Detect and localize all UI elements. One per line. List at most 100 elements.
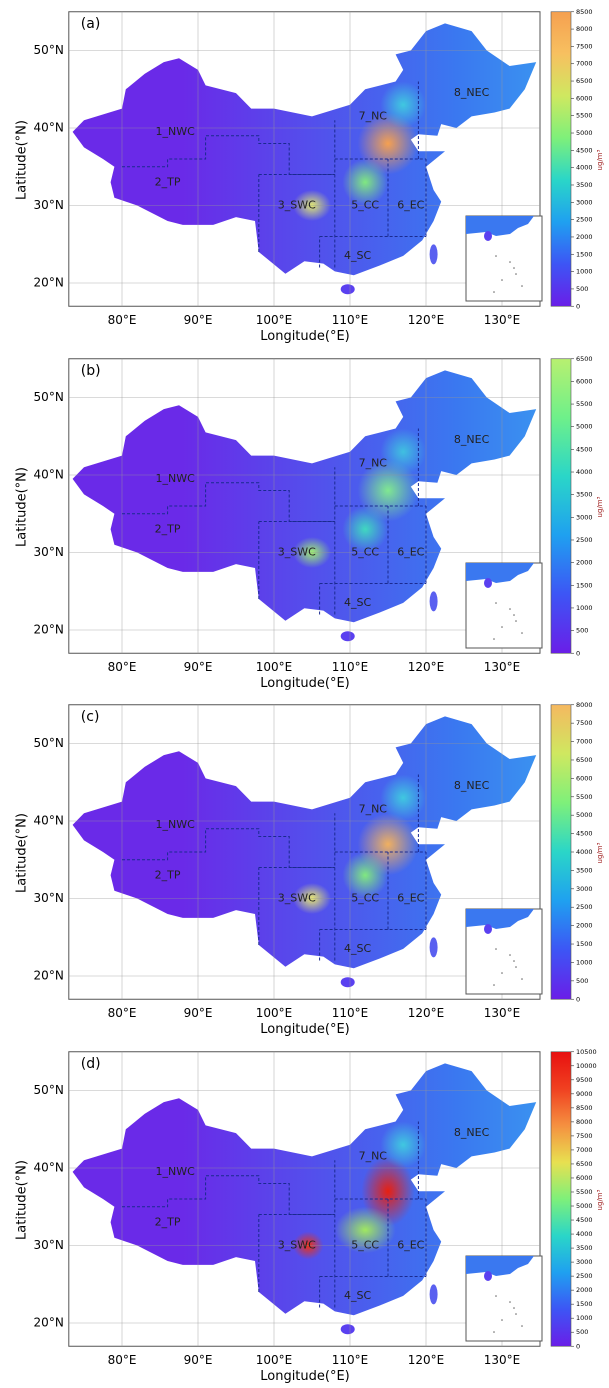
- hainan: [341, 284, 355, 294]
- lon-tick-label: 80°E: [108, 660, 137, 674]
- hotspot: [380, 429, 426, 476]
- lat-tick-label: 50°N: [34, 736, 64, 750]
- colorbar-tick-label: 4500: [576, 1216, 593, 1224]
- panel-label: (d): [81, 1056, 101, 1072]
- region-label: 5_CC: [351, 199, 379, 212]
- lat-tick-label: 20°N: [34, 969, 64, 983]
- colorbar-tick-label: 6000: [576, 94, 593, 102]
- region-label: 8_NEC: [454, 433, 490, 446]
- colorbar-tick-label: 2500: [576, 903, 593, 911]
- region-label: 6_EC: [397, 546, 424, 559]
- region-label: 6_EC: [397, 892, 424, 905]
- hotspot: [380, 775, 426, 822]
- inset-dot: [515, 273, 517, 275]
- inset-dot: [515, 620, 517, 622]
- lat-tick-label: 20°N: [34, 1316, 64, 1330]
- region-label: 3_SWC: [278, 1239, 316, 1252]
- lon-tick-label: 100°E: [256, 1006, 293, 1020]
- colorbar-tick-label: 2500: [576, 216, 593, 224]
- lon-tick-label: 80°E: [108, 1353, 137, 1367]
- lat-tick-label: 50°N: [34, 43, 64, 57]
- colorbar-tick-label: 0: [576, 302, 580, 310]
- x-axis-title: Longitude(°E): [260, 1022, 350, 1037]
- colorbar-tick-label: 3000: [576, 513, 593, 521]
- colorbar-tick-label: 6500: [576, 756, 593, 764]
- inset-dot: [509, 954, 511, 956]
- colorbar-tick-label: 6000: [576, 1174, 593, 1182]
- colorbar-tick-label: 3000: [576, 1258, 593, 1266]
- lat-tick-label: 50°N: [34, 1083, 64, 1097]
- colorbar-tick-label: 9500: [576, 1076, 593, 1084]
- lon-tick-label: 110°E: [332, 1006, 369, 1020]
- colorbar-tick-label: 4500: [576, 146, 593, 154]
- colorbar-tick-label: 1500: [576, 581, 593, 589]
- colorbar-tick-label: 10000: [576, 1062, 597, 1070]
- region-label: 7_NC: [359, 456, 388, 469]
- colorbar-tick-label: 8500: [576, 1104, 593, 1112]
- inset-dot: [509, 261, 511, 263]
- colorbar-tick-label: 4500: [576, 830, 593, 838]
- region-label: 6_EC: [397, 1239, 424, 1252]
- region-label: 2_TP: [155, 868, 181, 881]
- colorbar-tick-label: 500: [576, 285, 588, 293]
- lon-tick-label: 100°E: [256, 1353, 293, 1367]
- colorbar-tick-label: 2000: [576, 922, 593, 930]
- lat-tick-label: 50°N: [34, 390, 64, 404]
- colorbar-tick-label: 7500: [576, 719, 593, 727]
- colorbar-tick-label: 8500: [576, 8, 593, 16]
- inset-dot: [495, 602, 497, 604]
- lat-tick-label: 30°N: [34, 545, 64, 559]
- panel-label: (b): [81, 363, 101, 379]
- inset-dot: [513, 614, 515, 616]
- region-label: 2_TP: [155, 522, 181, 535]
- colorbar-tick-label: 0: [576, 1342, 580, 1350]
- colorbar-tick-label: 6500: [576, 355, 593, 363]
- lat-tick-label: 40°N: [34, 121, 64, 135]
- colorbar: [551, 1052, 571, 1347]
- colorbar-tick-label: 4500: [576, 445, 593, 453]
- colorbar-tick-label: 3500: [576, 491, 593, 499]
- colorbar-tick-label: 7000: [576, 738, 593, 746]
- inset-dot: [501, 279, 503, 281]
- lon-tick-label: 100°E: [256, 313, 293, 327]
- inset-dot: [495, 255, 497, 257]
- region-label: 7_NC: [359, 1149, 388, 1162]
- inset-dot: [495, 948, 497, 950]
- region-label: 4_SC: [344, 1289, 371, 1302]
- inset-dot: [493, 638, 495, 640]
- inset-dot: [515, 1313, 517, 1315]
- colorbar-tick-label: 2000: [576, 233, 593, 241]
- lat-tick-label: 30°N: [34, 891, 64, 905]
- colorbar-tick-label: 500: [576, 1328, 588, 1336]
- region-label: 5_CC: [351, 546, 379, 559]
- colorbar-tick-label: 3500: [576, 866, 593, 874]
- inset-dot: [521, 632, 523, 634]
- region-label: 2_TP: [155, 175, 181, 188]
- colorbar-tick-label: 5500: [576, 1188, 593, 1196]
- region-label: 1_NWC: [156, 472, 196, 485]
- inset-dot: [515, 966, 517, 968]
- region-label: 7_NC: [359, 802, 388, 815]
- colorbar-tick-label: 7000: [576, 60, 593, 68]
- colorbar-tick-label: 8000: [576, 701, 593, 709]
- colorbar-tick-label: 8000: [576, 25, 593, 33]
- colorbar-tick-label: 7500: [576, 42, 593, 50]
- inset-dot: [513, 267, 515, 269]
- lon-tick-label: 110°E: [332, 1353, 369, 1367]
- colorbar-tick-label: 4000: [576, 164, 593, 172]
- taiwan: [430, 244, 438, 264]
- lon-tick-label: 90°E: [184, 1006, 213, 1020]
- hainan: [341, 1324, 355, 1334]
- colorbar-tick-label: 3000: [576, 885, 593, 893]
- colorbar-unit: ug/m³: [596, 1189, 604, 1210]
- lon-tick-label: 130°E: [484, 1353, 521, 1367]
- lat-tick-label: 40°N: [34, 814, 64, 828]
- inset-island: [484, 924, 492, 934]
- colorbar-tick-label: 1000: [576, 958, 593, 966]
- lon-tick-label: 90°E: [184, 660, 213, 674]
- x-axis-title: Longitude(°E): [260, 676, 350, 691]
- lat-tick-label: 20°N: [34, 623, 64, 637]
- colorbar-tick-label: 5500: [576, 112, 593, 120]
- lon-tick-label: 110°E: [332, 313, 369, 327]
- lat-tick-label: 20°N: [34, 276, 64, 290]
